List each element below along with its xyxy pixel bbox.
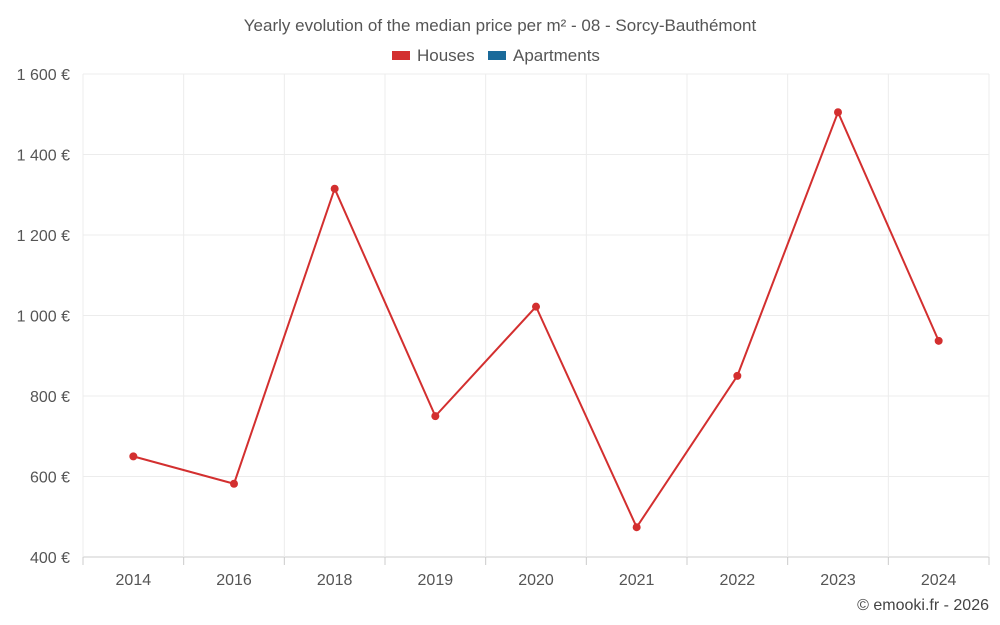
x-tick-label: 2023 bbox=[820, 572, 856, 589]
data-point-houses[interactable] bbox=[934, 336, 943, 345]
y-tick-label: 1 600 € bbox=[17, 67, 70, 84]
y-tick-label: 1 200 € bbox=[17, 228, 70, 245]
y-tick-label: 800 € bbox=[30, 389, 70, 406]
x-tick-label: 2021 bbox=[619, 572, 655, 589]
x-tick-label: 2020 bbox=[518, 572, 554, 589]
y-tick-label: 600 € bbox=[30, 470, 70, 487]
data-point-houses[interactable] bbox=[733, 371, 742, 380]
y-tick-label: 400 € bbox=[30, 550, 70, 567]
x-tick-label: 2019 bbox=[418, 572, 454, 589]
x-tick-label: 2022 bbox=[720, 572, 756, 589]
y-tick-label: 1 400 € bbox=[17, 148, 70, 165]
credit-text: © emooki.fr - 2026 bbox=[857, 597, 989, 614]
data-point-houses[interactable] bbox=[431, 412, 440, 421]
y-axis: 400 € 600 € 800 € 1 000 € 1 200 € 1 400 € 1 60… bbox=[17, 67, 70, 567]
legend-swatch-houses[interactable] bbox=[392, 51, 410, 60]
data-point-houses[interactable] bbox=[632, 523, 641, 532]
data-point-houses[interactable] bbox=[129, 452, 138, 461]
x-tick-label: 2018 bbox=[317, 572, 353, 589]
legend-label-apartments[interactable]: Apartments bbox=[513, 46, 600, 65]
data-point-houses[interactable] bbox=[330, 184, 339, 193]
data-point-houses[interactable] bbox=[834, 108, 842, 117]
data-point-houses[interactable] bbox=[230, 479, 238, 488]
x-tick-label: 2014 bbox=[116, 572, 152, 589]
chart-title: Yearly evolution of the median price per… bbox=[244, 16, 757, 35]
legend-swatch-apartments[interactable] bbox=[488, 51, 506, 60]
x-tick-label: 2016 bbox=[216, 572, 252, 589]
legend-label-houses[interactable]: Houses bbox=[417, 46, 475, 65]
y-tick-label: 1 000 € bbox=[17, 309, 70, 326]
legend: Houses Apartments bbox=[392, 46, 600, 65]
series-layer bbox=[129, 108, 943, 532]
series-line-houses bbox=[133, 111, 940, 529]
data-point-houses[interactable] bbox=[532, 302, 540, 311]
grid bbox=[82, 73, 990, 558]
x-tick-label: 2024 bbox=[921, 572, 957, 589]
x-axis: 2014 2016 2018 2019 2020 2021 2022 2023 2024 bbox=[82, 557, 990, 589]
